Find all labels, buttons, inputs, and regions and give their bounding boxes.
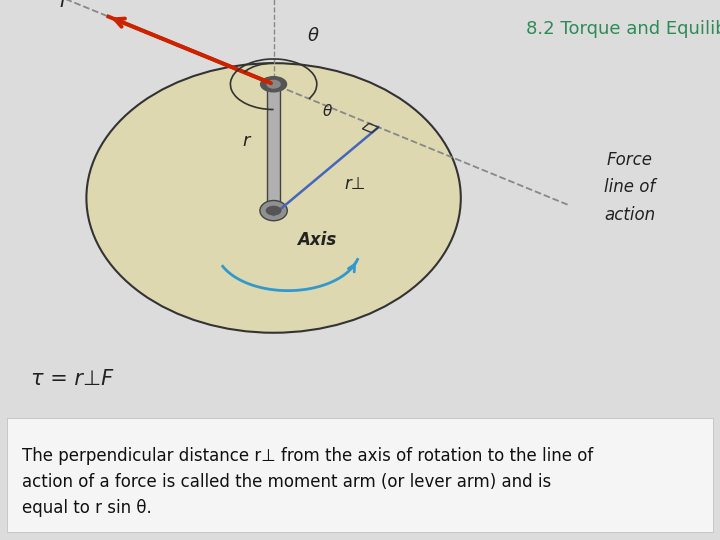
Text: r⊥: r⊥ — [344, 174, 366, 193]
Text: F: F — [60, 0, 71, 11]
Text: 8.2 Torque and Equilibrium: 8.2 Torque and Equilibrium — [526, 21, 720, 38]
Text: The perpendicular distance r⊥ from the axis of rotation to the line of
action of: The perpendicular distance r⊥ from the a… — [22, 447, 593, 517]
Text: θ: θ — [323, 104, 333, 119]
Text: θ: θ — [307, 27, 319, 45]
Text: τ = r⊥F: τ = r⊥F — [31, 369, 113, 389]
Ellipse shape — [260, 200, 287, 221]
Circle shape — [267, 80, 280, 88]
Text: Axis: Axis — [297, 231, 336, 249]
Text: action: action — [604, 206, 656, 224]
Text: line of: line of — [604, 178, 656, 197]
Ellipse shape — [86, 63, 461, 333]
Circle shape — [261, 77, 287, 92]
Circle shape — [266, 206, 281, 215]
FancyBboxPatch shape — [7, 418, 713, 532]
Bar — [267, 84, 280, 215]
Text: Force: Force — [607, 151, 653, 169]
Text: r: r — [243, 132, 250, 150]
